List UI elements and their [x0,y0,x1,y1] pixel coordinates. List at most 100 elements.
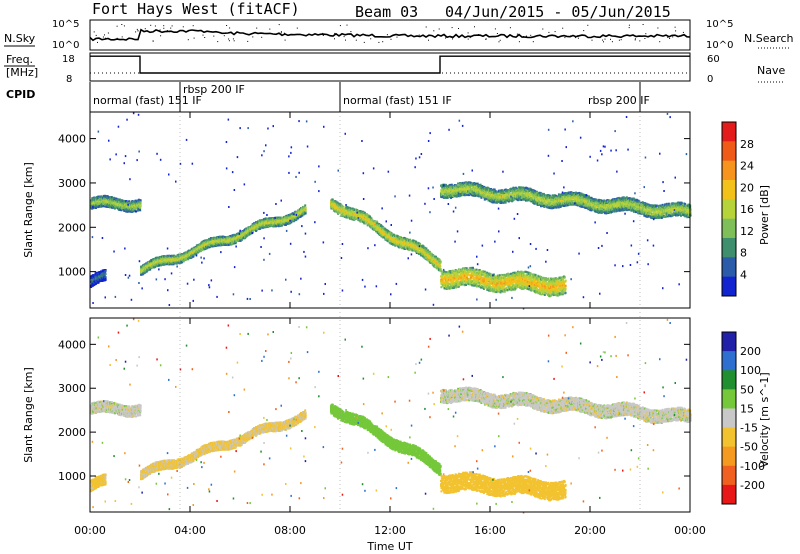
noise-search-point [577,35,578,36]
noise-search-point [621,39,622,40]
cpid-label: CPID [6,88,35,101]
noise-search-point [345,40,346,41]
noise-search-point [439,29,440,30]
power-echo [140,205,142,207]
noise-search-point [155,26,156,27]
noise-search-point [468,32,469,33]
noise-search-point [137,29,138,30]
noise-search-point [153,41,154,42]
noise-search-point [364,42,365,43]
noise-search-point [675,27,676,28]
noise-search-point [433,30,434,31]
noise-search-point [629,27,630,28]
freq-left-label-1: Freq. [6,53,33,66]
noise-search-point [419,35,420,36]
noise-search-point [478,34,479,35]
noise-search-point [485,39,486,40]
noise-search-point [378,42,379,43]
noise-search-point [497,33,498,34]
power-echo [201,249,203,251]
noise-search-point [659,41,660,42]
noise-search-point [145,28,146,29]
power-data [90,112,692,309]
noise-search-point [269,29,270,30]
noise-search-point [322,33,323,34]
noise-search-point [612,41,613,42]
noise-right-tick-top: 10^5 [706,19,733,30]
noise-search-point [279,24,280,25]
noise-search-point [193,25,194,26]
nave-label: Nave [757,64,785,77]
noise-search-point [167,30,168,31]
noise-search-point [344,36,345,37]
noise-search-point [391,39,392,40]
noise-search-point [96,35,97,36]
noise-search-point [517,34,518,35]
noise-search-point [170,28,171,29]
noise-search-point [564,37,565,38]
noise-search-point [578,38,579,39]
noise-search-point [183,26,184,27]
noise-search-point [203,35,204,36]
noise-search-point [356,40,357,41]
noise-search-point [124,25,125,26]
cpid-segment-label: rbsp 200 IF [588,94,650,107]
noise-search-point [256,28,257,29]
freq-right-tick-top: 60 [707,54,720,65]
freq-panel: Freq. [MHz] 18 8 60 0 Nave [4,53,785,85]
noise-search-point [452,38,453,39]
noise-search-point [150,25,151,26]
noise-search-point [135,31,136,32]
noise-search-point [234,40,235,41]
noise-search-point [592,40,593,41]
noise-search-point [683,32,684,33]
noise-search-point [160,35,161,36]
noise-search-point [138,30,139,31]
noise-search-point [428,40,429,41]
noise-search-point [562,28,563,29]
noise-search-point [667,37,668,38]
noise-search-point [247,41,248,42]
noise-search-point [105,38,106,39]
noise-search-point [669,38,670,39]
noise-search-point [519,41,520,42]
freq-left-tick-bottom: 8 [66,74,72,85]
frequency-line [90,56,690,73]
noise-search-point [474,26,475,27]
noise-search-point [533,41,534,42]
noise-search-point [644,38,645,39]
noise-search-point [229,40,230,41]
noise-search-point [108,33,109,34]
freq-right-tick-bottom: 0 [707,74,713,85]
noise-search-point [233,38,234,39]
freq-trace [90,56,690,73]
freq-left-tick-top: 18 [62,54,75,65]
power-echo [332,199,334,201]
noise-left-label: N.Sky [4,32,36,45]
noise-search-point [500,40,501,41]
noise-search-point [635,38,636,39]
noise-search-point [645,33,646,34]
noise-search-point [117,38,118,39]
noise-search-point [194,38,195,39]
noise-search-point [213,36,214,37]
noise-search-point [495,28,496,29]
power-echo [105,273,107,275]
noise-search-point [629,25,630,26]
noise-search-point [297,28,298,29]
noise-search-point [163,28,164,29]
noise-search-point [104,34,105,35]
noise-search-point [94,31,95,32]
noise-search-point [100,39,101,40]
noise-search-point [284,33,285,34]
noise-search-point [160,30,161,31]
freq-left-label-2: [MHz] [6,66,38,79]
noise-search-point [605,39,606,40]
cpid-segment-label: normal (fast) 151 IF [343,94,452,107]
noise-search-point [103,37,104,38]
beam-title: Beam 03 [355,3,418,21]
noise-search-point [557,37,558,38]
noise-search-point [334,38,335,39]
